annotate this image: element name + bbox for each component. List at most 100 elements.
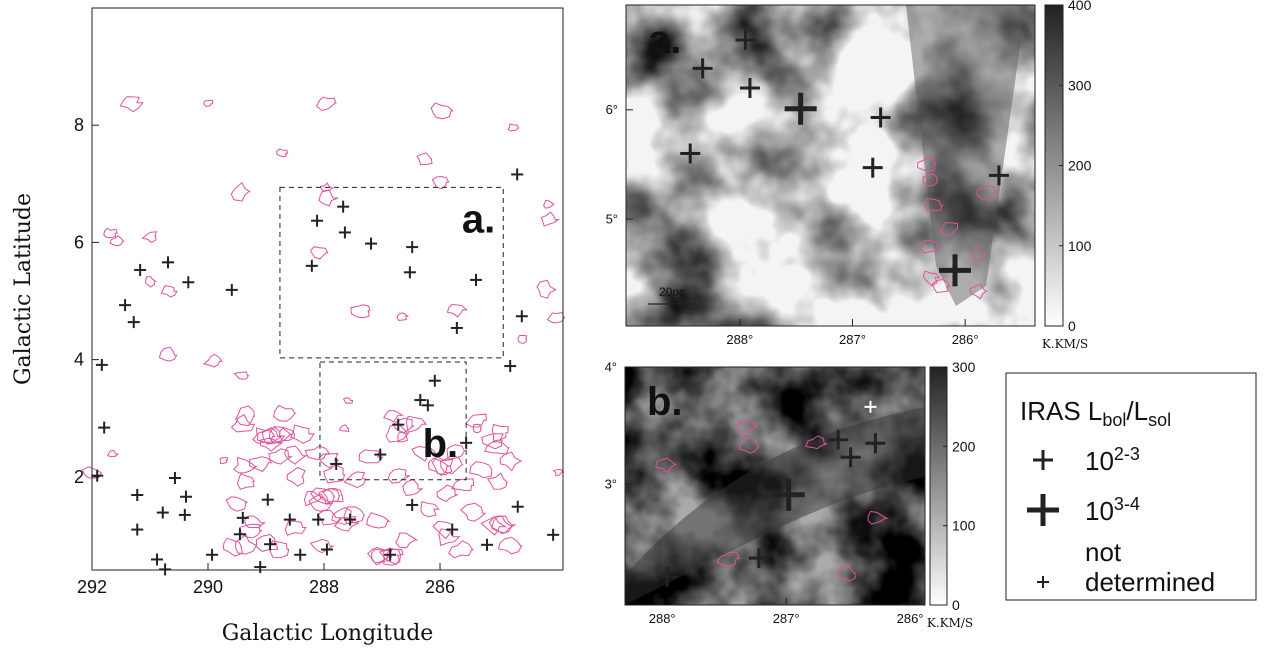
- contour: [366, 548, 391, 564]
- colorbar-tick-label: 0: [1068, 318, 1076, 334]
- contour: [540, 211, 561, 227]
- contour: [350, 304, 371, 319]
- source-marker: [337, 200, 350, 213]
- source-marker: [870, 107, 891, 128]
- source-marker: [828, 429, 849, 450]
- source-marker: [450, 321, 463, 334]
- contour: [342, 397, 354, 404]
- contour: [222, 537, 244, 557]
- dark-ridge: [906, 5, 1026, 306]
- source-marker: [206, 548, 219, 561]
- contour: [309, 538, 336, 554]
- contour: [343, 471, 367, 489]
- contour: [920, 239, 939, 254]
- contour: [430, 102, 454, 120]
- source-marker: [320, 543, 333, 556]
- source-marker: [182, 276, 195, 289]
- contour: [486, 472, 509, 490]
- panel: b. 0 100 200 300 K.KM/S 288° 287° 286° 3° 4°: [605, 359, 976, 630]
- source-marker: [283, 513, 296, 526]
- contour: [488, 515, 513, 535]
- contour: [738, 436, 760, 454]
- contour: [318, 488, 341, 503]
- contour: [144, 276, 158, 288]
- x-tick-label: 292: [77, 577, 107, 597]
- contour: [436, 484, 458, 502]
- contour: [448, 540, 474, 559]
- contour: [971, 248, 987, 262]
- contour: [284, 520, 307, 536]
- source-marker: [168, 471, 181, 484]
- panel: Galactic Longitude Galactic Latitude a. b. 2…: [11, 7, 566, 646]
- source-marker: [939, 254, 972, 287]
- legend-label: 102-3: [1085, 444, 1140, 476]
- contour: [735, 419, 759, 436]
- source-marker: [862, 157, 883, 178]
- plot-frame: [625, 4, 1036, 327]
- source-marker: [421, 399, 434, 412]
- source-marker: [156, 506, 169, 519]
- source-marker: [988, 165, 1009, 186]
- source-marker: [1027, 494, 1059, 526]
- contour: [249, 456, 273, 473]
- source-marker: [469, 273, 482, 286]
- contour: [219, 456, 229, 465]
- source-marker: [657, 566, 678, 587]
- contour: [491, 515, 517, 534]
- contour: [460, 502, 487, 522]
- source-marker: [150, 553, 163, 566]
- legend-title-part: bol: [1102, 410, 1126, 430]
- source-marker: [127, 316, 140, 329]
- contour: [836, 564, 856, 582]
- source-marker: [294, 548, 307, 561]
- contour: [922, 197, 944, 213]
- colorbar-unit: K.KM/S: [1042, 337, 1088, 351]
- legend-label: determined: [1085, 567, 1215, 597]
- legend-label-base: 10: [1085, 496, 1114, 526]
- contour: [472, 423, 482, 434]
- contour: [338, 424, 350, 432]
- source-marker: [338, 226, 351, 239]
- colorbar-unit: K.KM/S: [927, 616, 973, 630]
- y-tick-label: 5°: [606, 211, 618, 226]
- source-marker: [98, 421, 111, 434]
- contour: [233, 371, 250, 380]
- legend-title-part: sol: [1148, 410, 1171, 430]
- source-marker: [131, 488, 144, 501]
- source-marker: [236, 511, 249, 524]
- source-marker: [264, 538, 277, 551]
- region-box: [279, 186, 504, 359]
- source-marker: [739, 77, 760, 98]
- source-marker: [178, 508, 191, 521]
- plot-frame: [624, 366, 926, 606]
- contour: [483, 441, 510, 455]
- map-image: [626, 5, 1035, 326]
- source-marker: [772, 478, 805, 511]
- source-marker: [305, 259, 318, 272]
- x-tick-label: 288°: [726, 332, 753, 347]
- contour: [244, 515, 266, 529]
- source-marker: [406, 241, 419, 254]
- contour: [318, 189, 339, 207]
- contour: [396, 312, 410, 321]
- source-marker: [392, 418, 405, 431]
- contour: [451, 478, 475, 492]
- contour: [366, 512, 391, 529]
- source-marker: [428, 374, 441, 387]
- source-marker: [312, 513, 325, 526]
- legend-title-part: /L: [1126, 396, 1148, 426]
- colorbar-tick-label: 300: [1068, 77, 1092, 93]
- y-tick-label: 2: [74, 467, 84, 487]
- source-marker: [1033, 450, 1053, 470]
- contour: [543, 199, 555, 209]
- contour: [916, 156, 937, 172]
- contour: [278, 426, 295, 442]
- contour: [236, 473, 255, 490]
- source-marker: [131, 523, 144, 536]
- x-tick-label: 286: [425, 577, 455, 597]
- y-tick-label: 8: [74, 115, 84, 135]
- source-marker: [344, 513, 357, 526]
- colorbar-tick-label: 200: [952, 438, 976, 454]
- contour: [481, 433, 504, 450]
